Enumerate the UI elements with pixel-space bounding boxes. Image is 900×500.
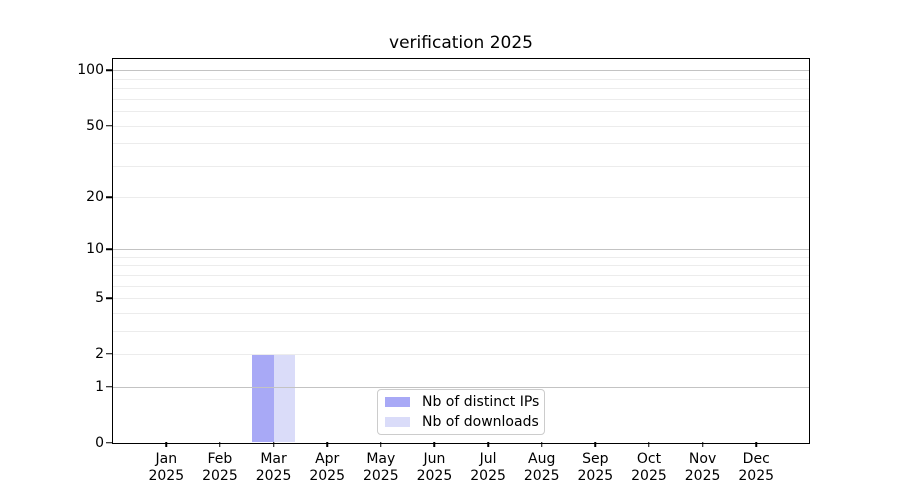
x-tick-label-jan: Jan 2025: [148, 451, 185, 484]
legend-item-downloads: Nb of downloads: [385, 414, 544, 430]
x-tick-nov: [701, 442, 704, 447]
x-tick-may: [380, 442, 382, 447]
y-tick-label-50: 50: [86, 117, 104, 134]
minor-gridline-9: [113, 256, 809, 258]
legend-label-distinct-ips: Nb of distinct IPs: [422, 394, 540, 410]
x-tick-jan: [165, 442, 168, 447]
x-tick-apr: [326, 442, 328, 447]
minor-gridline-8: [113, 265, 809, 267]
major-gridline-10: [113, 249, 809, 251]
legend-item-distinct-ips: Nb of distinct IPs: [385, 394, 544, 410]
x-tick-label-mar: Mar 2025: [255, 451, 292, 484]
legend-swatch-downloads: [385, 417, 410, 427]
y-tick-10: [105, 248, 112, 250]
minor-gridline-80: [113, 88, 809, 90]
major-gridline-100: [113, 70, 809, 72]
y-tick-label-0: 0: [95, 434, 104, 451]
x-tick-label-aug: Aug 2025: [523, 451, 560, 484]
grid-layer: [113, 59, 809, 443]
y-tick-label-10: 10: [86, 241, 104, 258]
y-tick-0: [105, 441, 112, 444]
minor-gridline-5: [113, 298, 809, 300]
legend: Nb of distinct IPs Nb of downloads: [377, 389, 545, 435]
chart-title: verification 2025: [389, 33, 533, 53]
x-tick-label-jun: Jun 2025: [416, 451, 453, 484]
minor-gridline-4: [113, 312, 809, 314]
minor-gridline-30: [113, 165, 809, 167]
y-tick-label-100: 100: [77, 62, 104, 79]
y-tick-5: [105, 297, 112, 299]
bar-nb-of-downloads-mar: [273, 353, 295, 442]
axis-layer: 0 1 2 5 10 20 50 100 Jan 2025 Feb 2025 Mar 2025 Apr…: [77, 59, 809, 484]
x-tick-label-nov: Nov 2025: [684, 451, 721, 484]
legend-swatch-distinct-ips: [385, 397, 410, 407]
y-tick-100: [105, 69, 112, 72]
minor-gridline-60: [113, 111, 809, 113]
bar-nb-of-distinct-ips-mar: [252, 353, 274, 442]
x-tick-mar: [272, 442, 275, 447]
legend-label-downloads: Nb of downloads: [422, 414, 539, 430]
x-tick-label-sep: Sep 2025: [577, 451, 614, 484]
y-tick-label-2: 2: [95, 345, 104, 362]
minor-gridline-50: [113, 125, 809, 127]
x-tick-feb: [219, 442, 221, 447]
x-tick-label-jul: Jul 2025: [470, 451, 506, 484]
y-tick-label-5: 5: [95, 290, 104, 307]
minor-gridline-20: [113, 197, 809, 199]
minor-gridline-6: [113, 285, 809, 287]
x-tick-label-may: May 2025: [362, 451, 399, 484]
x-tick-dec: [755, 442, 757, 447]
minor-gridline-40: [113, 143, 809, 145]
y-tick-20: [105, 196, 112, 198]
y-tick-label-1: 1: [95, 378, 104, 395]
plot-area: 0 1 2 5 10 20 50 100 Jan 2025 Feb 2025 Mar 2025 Apr…: [77, 58, 810, 484]
minor-gridline-70: [113, 98, 809, 100]
y-tick-label-20: 20: [86, 189, 104, 206]
minor-gridline-90: [113, 78, 809, 80]
y-tick-2: [105, 353, 112, 355]
bars-layer: [113, 59, 809, 443]
x-tick-aug: [540, 442, 543, 447]
x-tick-sep: [594, 442, 597, 447]
minor-gridline-7: [113, 274, 809, 276]
major-gridline-1: [113, 386, 809, 388]
x-tick-label-feb: Feb 2025: [202, 451, 238, 484]
minor-gridline-2: [113, 353, 809, 355]
x-tick-oct: [648, 442, 650, 447]
x-tick-label-oct: Oct 2025: [631, 451, 667, 484]
x-tick-label-dec: Dec 2025: [738, 451, 775, 484]
minor-gridline-3: [113, 330, 809, 332]
x-tick-label-apr: Apr 2025: [309, 451, 345, 484]
x-tick-jun: [433, 442, 436, 447]
x-tick-jul: [487, 442, 489, 447]
y-tick-1: [105, 385, 112, 388]
y-tick-50: [105, 124, 112, 127]
